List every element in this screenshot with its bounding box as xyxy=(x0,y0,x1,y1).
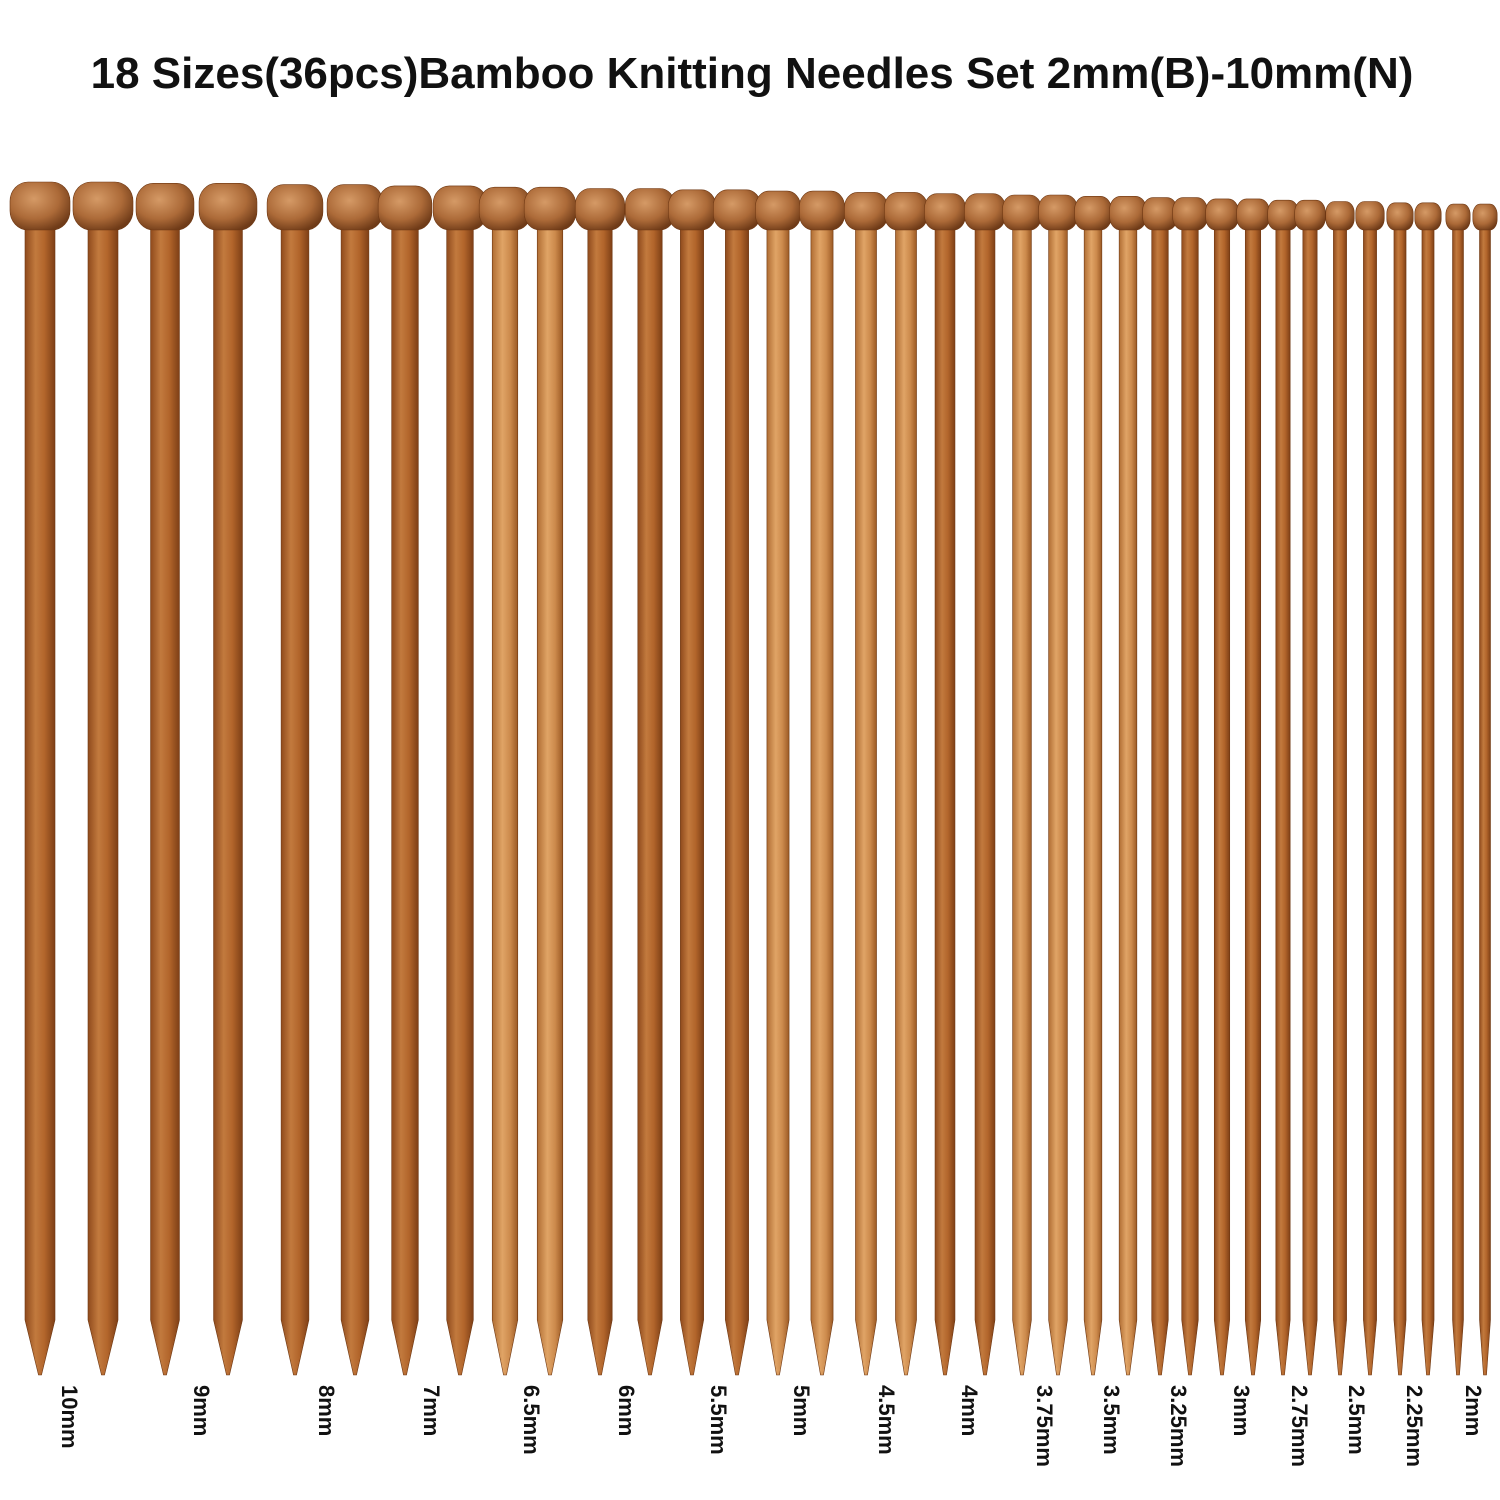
needle-head xyxy=(799,190,845,231)
needle-shaft xyxy=(213,224,243,1376)
needle-shaft xyxy=(934,224,956,1376)
needle-head xyxy=(1002,194,1042,231)
needle-shaft xyxy=(1421,224,1435,1376)
title: 18 Sizes(36pcs)Bamboo Knitting Needles S… xyxy=(91,49,1414,98)
needle-head xyxy=(964,193,1006,231)
needle-shaft xyxy=(587,224,613,1376)
needle-head xyxy=(72,181,134,231)
needle-shaft xyxy=(446,224,474,1376)
needle-head xyxy=(884,192,928,231)
needle-head xyxy=(1205,198,1239,231)
needle-head xyxy=(377,185,433,231)
needle-head xyxy=(523,186,577,231)
size-label: 3.25mm xyxy=(1166,1385,1191,1467)
size-label: 4mm xyxy=(957,1385,982,1436)
needle-shaft xyxy=(1452,224,1464,1376)
needle-shaft xyxy=(766,224,790,1376)
needle-head xyxy=(667,189,716,231)
needles xyxy=(9,181,1498,1376)
needle-head xyxy=(574,188,626,231)
needle-head xyxy=(624,188,676,231)
needle-head xyxy=(266,184,324,231)
needle-head xyxy=(198,183,258,231)
needle-shaft xyxy=(1083,224,1103,1376)
needle-shaft xyxy=(1151,224,1169,1376)
size-label: 8mm xyxy=(314,1385,339,1436)
needle-shaft xyxy=(1118,224,1138,1376)
needle-head xyxy=(712,189,761,231)
needle-shaft xyxy=(1012,224,1032,1376)
needle-shaft xyxy=(974,224,996,1376)
needle-shaft xyxy=(24,224,56,1376)
needle-shaft xyxy=(1393,224,1407,1376)
size-label: 2.75mm xyxy=(1287,1385,1312,1467)
needle-head xyxy=(326,184,384,231)
needle-head xyxy=(1109,196,1147,231)
needle-shaft xyxy=(810,224,834,1376)
size-label: 2.5mm xyxy=(1344,1385,1369,1455)
needle-shaft xyxy=(536,224,564,1376)
needle-shaft xyxy=(1213,224,1231,1376)
needle-head xyxy=(1386,202,1414,231)
size-label: 2mm xyxy=(1461,1385,1486,1436)
needle-head xyxy=(1267,199,1299,231)
needle-shaft xyxy=(391,224,419,1376)
needle-head xyxy=(1172,197,1208,231)
needle-shaft xyxy=(340,224,370,1376)
needle-shaft xyxy=(1048,224,1068,1376)
needle-head xyxy=(1142,197,1178,231)
needle-head xyxy=(1236,198,1270,231)
size-label: 3.5mm xyxy=(1099,1385,1124,1455)
needle-head xyxy=(755,190,801,231)
size-label: 4.5mm xyxy=(874,1385,899,1455)
needle-head xyxy=(1325,201,1355,231)
needle-head xyxy=(1472,203,1498,231)
needle-shaft xyxy=(895,224,917,1376)
needle-shaft xyxy=(491,224,519,1376)
needle-head xyxy=(924,193,966,231)
needle-head xyxy=(1074,196,1112,231)
size-label: 10mm xyxy=(57,1385,82,1449)
needle-head xyxy=(1038,194,1078,231)
needle-head xyxy=(432,185,488,231)
needle-shaft xyxy=(725,224,749,1376)
needle-head xyxy=(135,183,195,231)
needle-shaft xyxy=(150,224,180,1376)
needle-head xyxy=(1445,203,1471,231)
size-label: 6mm xyxy=(614,1385,639,1436)
needle-head xyxy=(1355,201,1385,231)
needle-head xyxy=(844,192,888,231)
size-label: 5.5mm xyxy=(706,1385,731,1455)
needle-shaft xyxy=(1333,224,1347,1376)
needle-head xyxy=(1294,199,1326,231)
size-label: 5mm xyxy=(789,1385,814,1436)
size-label: 6.5mm xyxy=(519,1385,544,1455)
needle-shaft xyxy=(855,224,877,1376)
size-label: 2.25mm xyxy=(1402,1385,1427,1467)
needle-shaft xyxy=(1479,224,1491,1376)
needle-head xyxy=(478,186,532,231)
needle-shaft xyxy=(680,224,704,1376)
size-label: 3.75mm xyxy=(1032,1385,1057,1467)
needle-shaft xyxy=(637,224,663,1376)
needle-shaft xyxy=(1181,224,1199,1376)
needle-head xyxy=(9,181,71,231)
needle-shaft xyxy=(1244,224,1262,1376)
size-label: 9mm xyxy=(189,1385,214,1436)
size-labels: 10mm 9mm 8mm 7mm 6.5mm 6mm 5.5mm 5mm 4.5mm 4mm 3.7… xyxy=(57,1385,1486,1467)
needle-shaft xyxy=(87,224,119,1376)
needle-shaft xyxy=(1275,224,1291,1376)
size-label: 7mm xyxy=(419,1385,444,1436)
needle-shaft xyxy=(1302,224,1318,1376)
needle-shaft xyxy=(1363,224,1377,1376)
needle-head xyxy=(1414,202,1442,231)
needle-shaft xyxy=(280,224,310,1376)
size-label: 3mm xyxy=(1229,1385,1254,1436)
